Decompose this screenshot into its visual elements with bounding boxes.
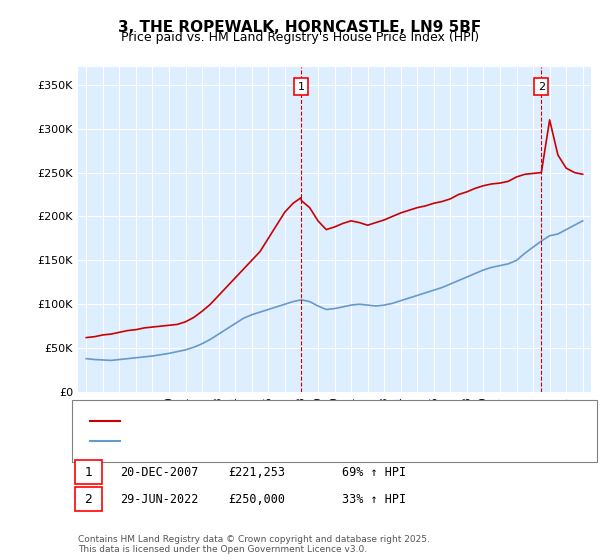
Text: 3, THE ROPEWALK, HORNCASTLE, LN9 5BF: 3, THE ROPEWALK, HORNCASTLE, LN9 5BF [118, 20, 482, 35]
Text: 33% ↑ HPI: 33% ↑ HPI [342, 493, 406, 506]
Text: £221,253: £221,253 [228, 466, 285, 479]
Text: 69% ↑ HPI: 69% ↑ HPI [342, 466, 406, 479]
Text: Price paid vs. HM Land Registry's House Price Index (HPI): Price paid vs. HM Land Registry's House … [121, 31, 479, 44]
Text: 3, THE ROPEWALK, HORNCASTLE, LN9 5BF (semi-detached house): 3, THE ROPEWALK, HORNCASTLE, LN9 5BF (se… [126, 416, 471, 426]
Text: 1: 1 [84, 466, 92, 479]
Text: Contains HM Land Registry data © Crown copyright and database right 2025.
This d: Contains HM Land Registry data © Crown c… [78, 535, 430, 554]
Text: 20-DEC-2007: 20-DEC-2007 [120, 466, 199, 479]
Text: 2: 2 [84, 493, 92, 506]
Text: 2: 2 [538, 82, 545, 92]
Text: £250,000: £250,000 [228, 493, 285, 506]
Text: 29-JUN-2022: 29-JUN-2022 [120, 493, 199, 506]
Text: HPI: Average price, semi-detached house, East Lindsey: HPI: Average price, semi-detached house,… [126, 436, 413, 446]
Text: 1: 1 [298, 82, 304, 92]
